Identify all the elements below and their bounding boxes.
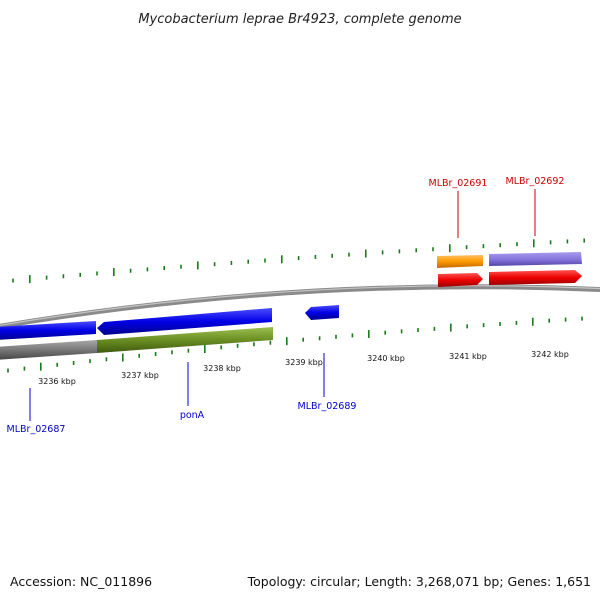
map-title: Mycobacterium leprae Br4923, complete ge… [138, 12, 461, 27]
gene-label-mlbr-02691: MLBr_02691 [429, 178, 488, 189]
cds-reverse-mlbr-02689 [305, 305, 339, 320]
scale-label: 3236 kbp [38, 377, 76, 386]
genome-summary-label: Topology: circular; Length: 3,268,071 bp… [247, 574, 591, 589]
gene-feature-orange [437, 255, 483, 268]
gene-labels: MLBr_02691 MLBr_02692 MLBr_02687 ponA MLBr_0… [7, 176, 565, 435]
inner-tick-ring [7, 316, 583, 373]
cds-forward-mlbr-02691 [438, 273, 483, 287]
cds-reverse-mlbr-02687 [0, 321, 96, 340]
gene-label-mlbr-02689: MLBr_02689 [298, 401, 357, 412]
scale-label: 3241 kbp [449, 352, 487, 361]
gene-label-mlbr-02692: MLBr_02692 [506, 176, 565, 187]
scale-labels: 3236 kbp 3237 kbp 3238 kbp 3239 kbp 3240 kbp… [38, 350, 569, 386]
gene-feature-ponA [97, 327, 273, 353]
outer-tick-ring [12, 238, 586, 284]
accession-label: Accession: NC_011896 [10, 574, 152, 589]
scale-label: 3240 kbp [367, 354, 405, 363]
scale-label: 3238 kbp [203, 364, 241, 373]
gene-feature-gray [0, 340, 97, 360]
gene-feature-mlbr-02692 [489, 252, 582, 266]
scale-label: 3237 kbp [121, 371, 159, 380]
genome-backbone [0, 284, 600, 329]
cds-reverse-ponA [97, 308, 272, 335]
gene-label-pona: ponA [180, 410, 205, 421]
cds-forward-mlbr-02692 [489, 270, 582, 285]
gene-label-lines [29, 189, 536, 421]
gene-label-mlbr-02687: MLBr_02687 [7, 424, 66, 435]
scale-label: 3242 kbp [531, 350, 569, 359]
scale-label: 3239 kbp [285, 358, 323, 367]
genome-backbone-highlight [0, 285, 600, 326]
